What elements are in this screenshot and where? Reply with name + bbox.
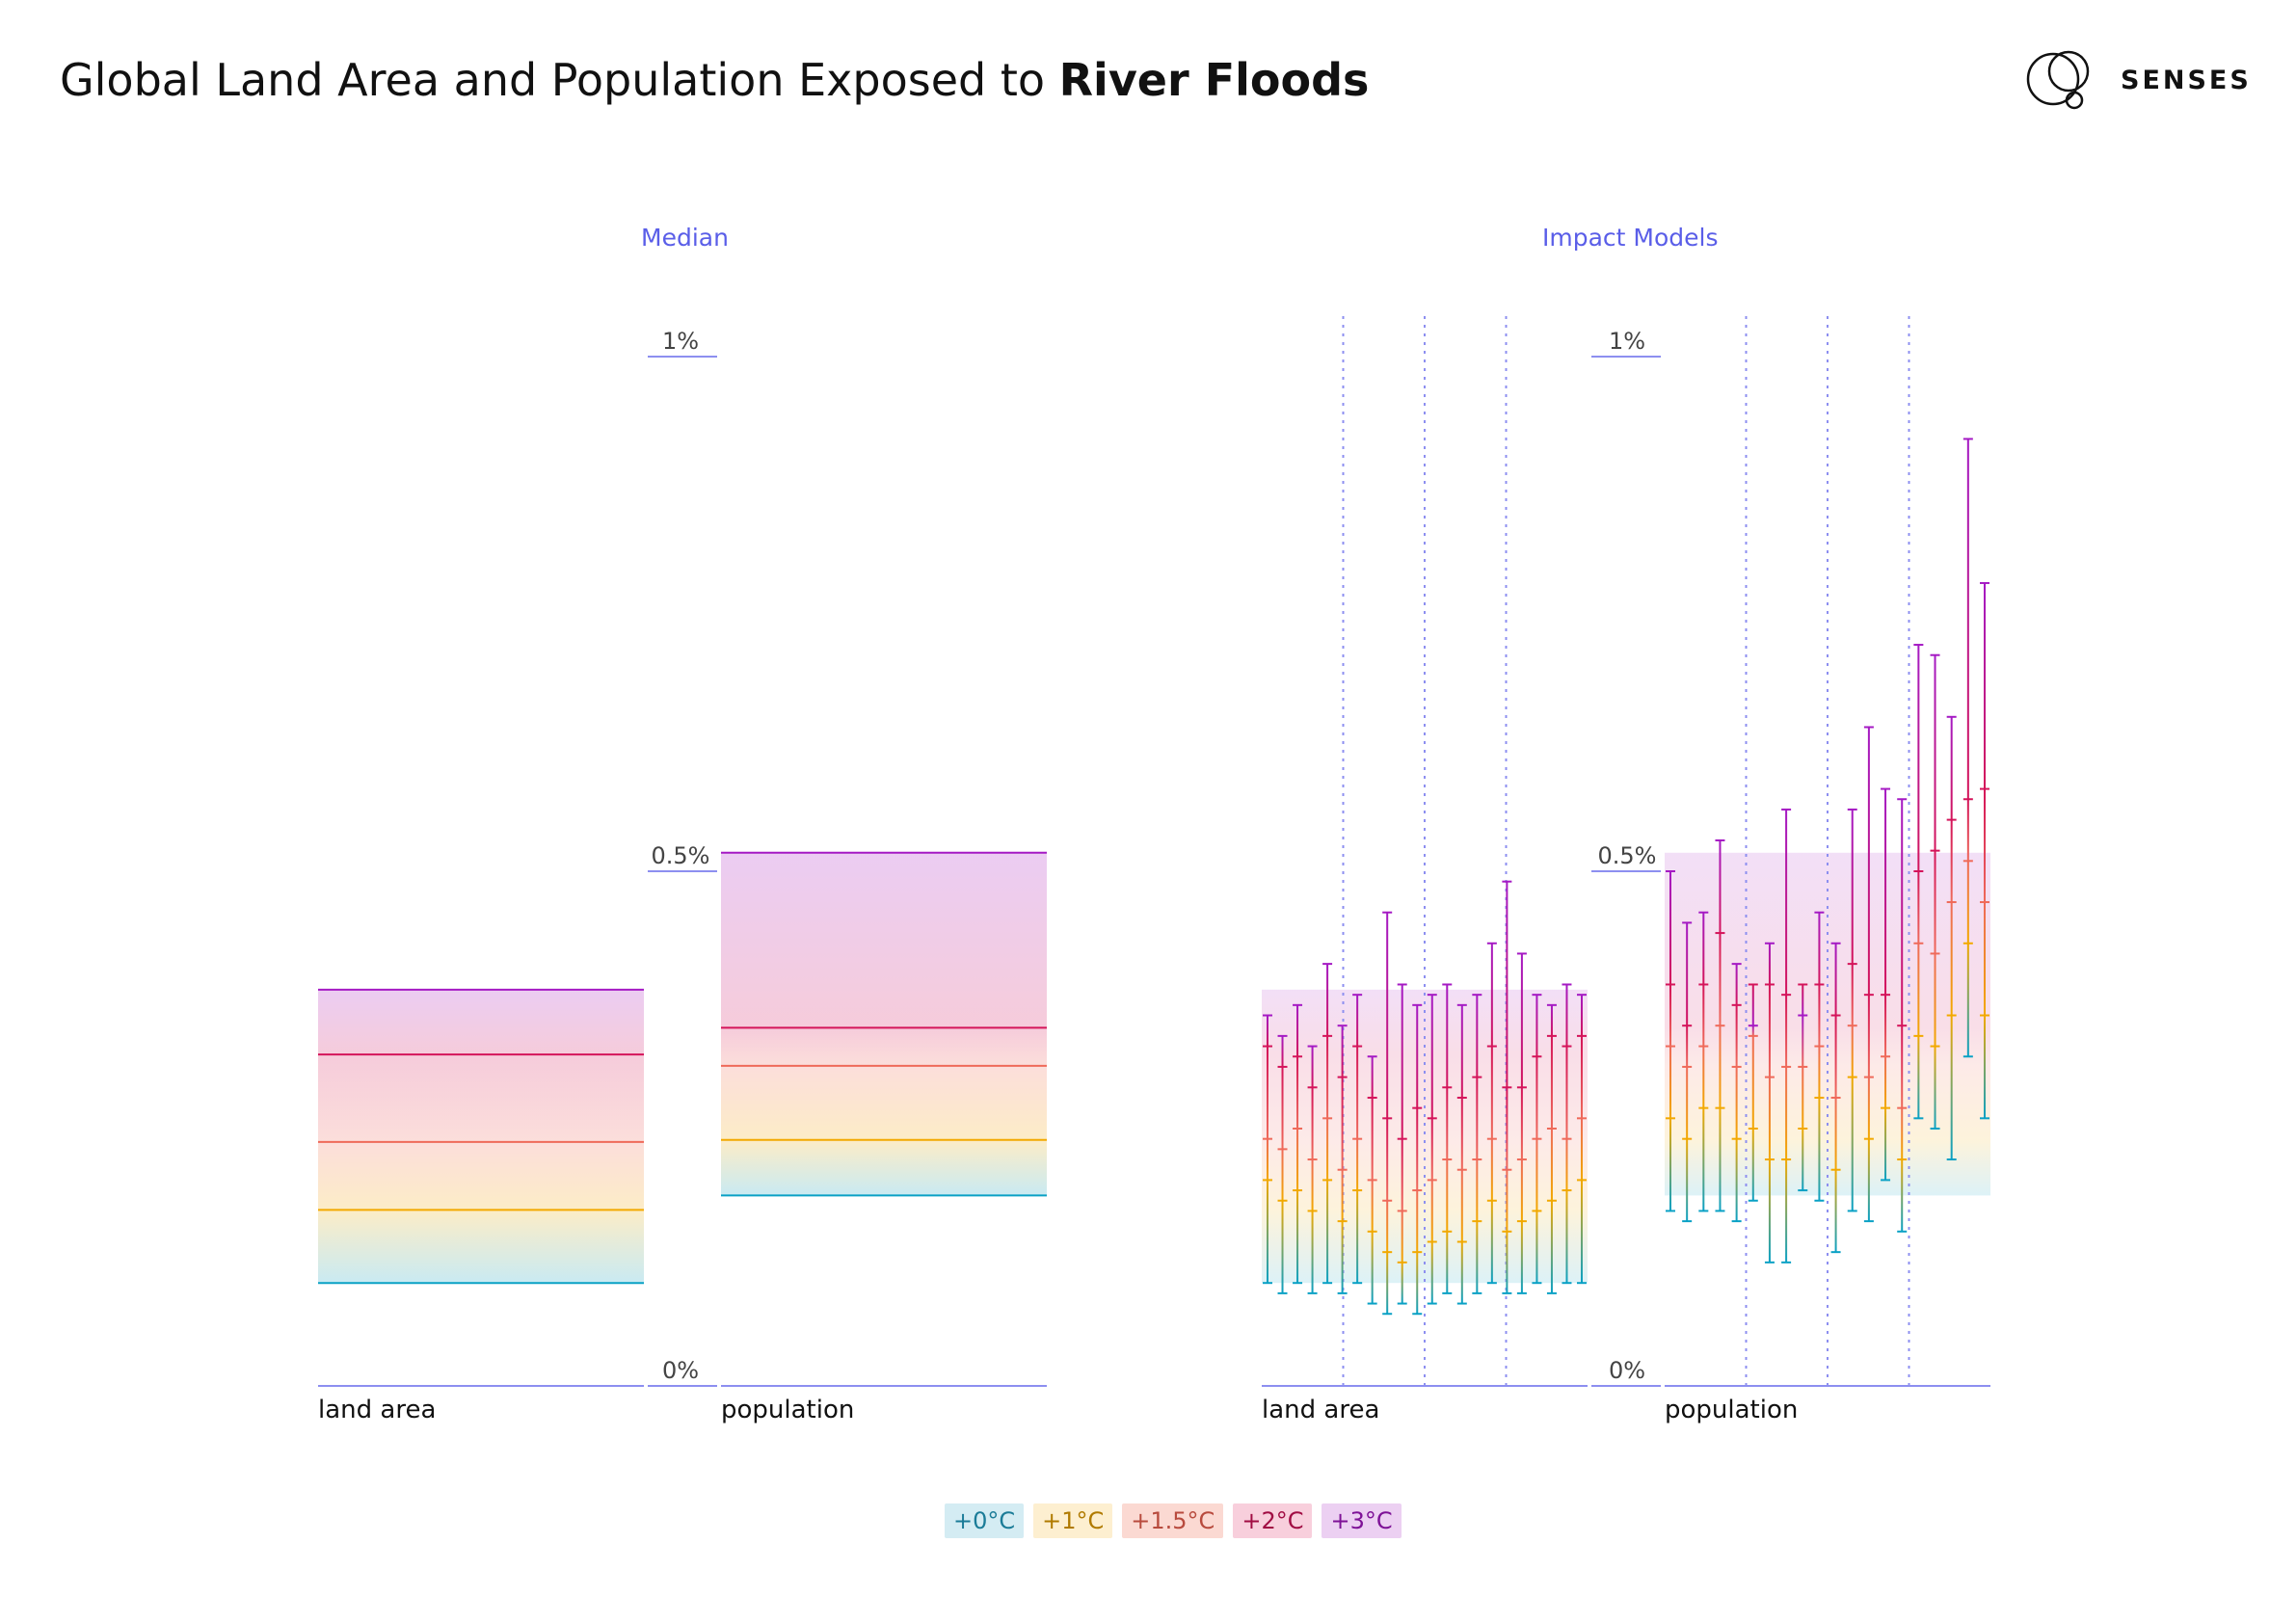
model-whisker-1-13 — [1884, 788, 1887, 1181]
legend-item-0[interactable]: +0°C — [945, 1503, 1025, 1538]
model-whisker-1-11 — [1851, 809, 1854, 1211]
model-whisker-0-17 — [1520, 953, 1523, 1293]
brand-name: SENSES — [2121, 65, 2252, 95]
models-tick-05pct: 0.5% — [1597, 842, 1657, 869]
legend-item-4[interactable]: +3°C — [1322, 1503, 1402, 1538]
median-x-label-pop: population — [721, 1396, 855, 1424]
model-whisker-0-19 — [1550, 1004, 1553, 1293]
model-whisker-1-19 — [1984, 582, 1986, 1119]
model-whisker-0-21 — [1581, 995, 1583, 1284]
model-whisker-1-8 — [1802, 984, 1804, 1191]
model-whisker-0-11 — [1430, 995, 1433, 1304]
model-whisker-1-6 — [1768, 943, 1771, 1263]
models-panel-title: Impact Models — [1542, 224, 1719, 252]
median-tick-0pct: 0% — [661, 1357, 700, 1384]
model-whisker-1-1 — [1686, 922, 1689, 1222]
chart-title-emphasis: River Floods — [1058, 54, 1370, 106]
chart-title-prefix: Global Land Area and Population Exposed … — [60, 54, 1059, 106]
models-tick-1pct: 1% — [1608, 328, 1646, 355]
model-whisker-1-0 — [1669, 871, 1671, 1211]
models-median-band-1 — [1665, 852, 1990, 1196]
chart-title: Global Land Area and Population Exposed … — [60, 54, 1369, 106]
model-whisker-0-10 — [1416, 1004, 1419, 1315]
legend-item-1[interactable]: +1°C — [1033, 1503, 1113, 1538]
model-whisker-0-4 — [1326, 964, 1329, 1284]
model-whisker-0-3 — [1311, 1046, 1314, 1293]
senses-circles-logo-icon — [2026, 50, 2090, 110]
model-whisker-0-20 — [1565, 984, 1568, 1284]
model-whisker-0-14 — [1476, 995, 1479, 1293]
median-x-label-land: land area — [318, 1396, 437, 1424]
model-whisker-1-14 — [1901, 799, 1904, 1232]
legend-item-2[interactable]: +1.5°C — [1122, 1503, 1224, 1538]
model-whisker-1-4 — [1735, 964, 1738, 1222]
model-whisker-0-5 — [1341, 1025, 1344, 1293]
model-whisker-0-9 — [1401, 984, 1403, 1304]
model-whisker-0-13 — [1460, 1004, 1463, 1304]
median-tick-1pct: 1% — [661, 328, 700, 355]
model-whisker-0-8 — [1386, 912, 1389, 1315]
model-whisker-0-2 — [1296, 1004, 1299, 1284]
median-band-0 — [318, 989, 644, 1284]
models-median-band-0 — [1262, 989, 1588, 1284]
model-whisker-1-17 — [1950, 716, 1953, 1160]
median-band-1 — [721, 852, 1047, 1196]
brand-logo[interactable]: SENSES — [2024, 48, 2252, 112]
model-whisker-1-16 — [1934, 654, 1936, 1129]
model-whisker-1-5 — [1751, 984, 1754, 1201]
median-panel-title: Median — [641, 224, 729, 252]
model-whisker-1-2 — [1702, 912, 1705, 1211]
model-whisker-0-15 — [1490, 943, 1493, 1284]
legend-item-3[interactable]: +2°C — [1233, 1503, 1313, 1538]
model-whisker-1-18 — [1966, 439, 1969, 1057]
legend: +0°C +1°C +1.5°C +2°C +3°C — [945, 1503, 1402, 1538]
models-x-label-pop: population — [1665, 1396, 1799, 1424]
median-tick-05pct: 0.5% — [651, 842, 710, 869]
models-tick-0pct: 0% — [1608, 1357, 1646, 1384]
models-x-label-land: land area — [1262, 1396, 1380, 1424]
model-whisker-0-12 — [1446, 984, 1449, 1293]
model-whisker-1-7 — [1785, 809, 1788, 1263]
model-whisker-0-1 — [1281, 1035, 1284, 1293]
model-whisker-0-0 — [1267, 1015, 1268, 1284]
model-whisker-1-9 — [1818, 912, 1821, 1201]
model-whisker-1-15 — [1917, 645, 1920, 1119]
model-whisker-1-12 — [1867, 727, 1870, 1222]
